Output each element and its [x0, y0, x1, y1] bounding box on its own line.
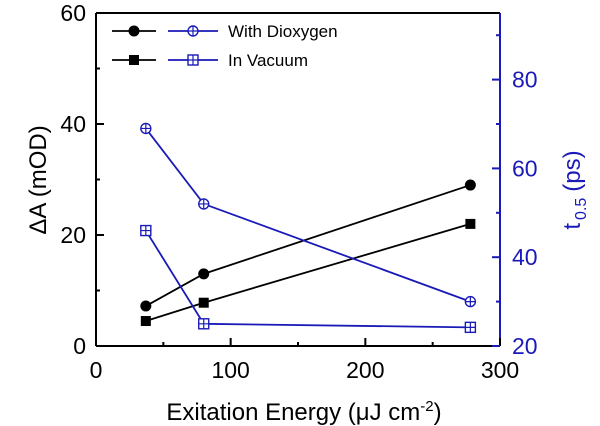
legend-blue-marker — [187, 25, 199, 37]
marker-cross — [140, 225, 151, 236]
legend-black-marker — [128, 25, 140, 37]
right-y-axis-title-subscript: 0.5 — [573, 198, 590, 220]
legend-label: In Vacuum — [228, 51, 308, 70]
legend-label: With Dioxygen — [228, 22, 338, 41]
series-1-line — [145, 184, 471, 307]
right-y-tick-label: 60 — [512, 155, 538, 181]
x-tick-label: 200 — [346, 357, 384, 383]
series-1-point — [198, 268, 210, 280]
right-y-axis-title-main: t — [559, 223, 586, 230]
axes-frame: 0 100 200 300 0 20 40 60 20 40 60 80 — [60, 0, 537, 383]
x-tick-label: 0 — [90, 357, 103, 383]
left-y-axis-title: ΔA (mOD) — [25, 125, 52, 234]
marker-cross — [198, 198, 209, 209]
left-y-tick-label: 0 — [73, 333, 86, 359]
right-y-tick-label: 80 — [512, 67, 538, 93]
x-tick-label: 300 — [481, 357, 519, 383]
legend-black-marker — [129, 55, 139, 65]
series-2-point — [465, 218, 476, 229]
right-y-axis-title: t 0.5 (ps) — [559, 150, 590, 229]
marker-cross — [188, 55, 198, 65]
marker-cross — [198, 318, 209, 329]
x-axis-title-superscript: -2 — [420, 398, 433, 415]
right-y-tick-label: 20 — [512, 333, 538, 359]
series-1-point — [140, 300, 152, 312]
legend-blue-marker — [187, 54, 199, 66]
series-2-point — [198, 297, 209, 308]
marker-cross — [465, 296, 476, 307]
left-y-tick-label: 20 — [60, 222, 86, 248]
x-axis-title-close: ) — [434, 399, 442, 426]
series-3-point — [198, 198, 210, 210]
series-1-point — [464, 179, 476, 191]
x-tick-label: 100 — [211, 357, 249, 383]
x-axis-title-main: Exitation Energy (μJ cm — [166, 399, 420, 426]
plot-area — [140, 122, 477, 334]
series-3-line — [145, 127, 471, 303]
axis-labels: Exitation Energy (μJ cm-2) ΔA (mOD) t 0.5… — [25, 125, 590, 426]
series-3-point — [464, 295, 477, 308]
marker-cross — [465, 322, 476, 333]
series-4-point — [140, 224, 152, 237]
series-4-point — [198, 318, 210, 330]
series-3-point — [140, 122, 152, 135]
marker-cross — [140, 123, 151, 134]
series-4-point — [464, 321, 477, 334]
series-2-point — [140, 316, 151, 327]
legend: With Dioxygen In Vacuum — [112, 22, 338, 70]
left-y-tick-label: 40 — [60, 111, 86, 137]
marker-cross — [188, 26, 198, 36]
x-axis-title: Exitation Energy (μJ cm-2) — [166, 398, 441, 426]
left-y-tick-label: 60 — [60, 0, 86, 26]
right-y-axis-title-tail: (ps) — [559, 150, 586, 191]
right-y-tick-label: 40 — [512, 244, 538, 270]
